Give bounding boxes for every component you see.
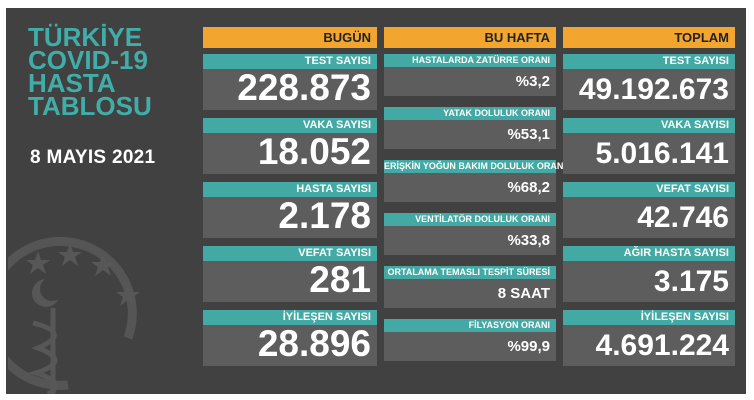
stat-value: 49.192.673 [578,73,729,106]
stat-card: HASTA SAYISI 2.178 [203,182,377,238]
column-header: BUGÜN [203,27,377,48]
column-header: BU HAFTA [384,27,556,48]
stat-label: TEST SAYISI [563,54,735,69]
page-title: TÜRKİYE COVID-19 HASTA TABLOSU [28,22,198,121]
stat-value: 28.896 [257,323,371,364]
stat-value: %68,2 [507,179,550,196]
title-line: COVID-19 [28,45,148,75]
stat-card: TEST SAYISI 228.873 [203,54,377,110]
stat-card: AĞIR HASTA SAYISI 3.175 [563,246,735,302]
stat-label: TEST SAYISI [203,54,377,69]
stat-value: 18.052 [257,131,371,172]
stat-label: ORTALAMA TEMASLI TESPİT SÜRESİ [384,266,556,279]
stat-label: HASTA SAYISI [203,182,377,197]
stat-label: VEFAT SAYISI [563,182,735,197]
covid-table-board: TÜRKİYE COVID-19 HASTA TABLOSU 8 MAYIS 2… [6,8,746,394]
title-line: TABLOSU [28,91,152,121]
stat-label: İYİLEŞEN SAYISI [563,310,735,325]
report-date: 8 MAYIS 2021 [30,147,156,168]
stat-card: YATAK DOLULUK ORANI %53,1 [384,107,556,149]
stat-label: ERİŞKİN YOĞUN BAKIM DOLULUK ORANI [384,160,566,173]
stat-card: HASTALARDA ZATÜRRE ORANI %3,2 [384,54,556,96]
stat-label: HASTALARDA ZATÜRRE ORANI [384,54,556,67]
stat-card: ORTALAMA TEMASLI TESPİT SÜRESİ 8 SAAT [384,266,556,308]
stat-label: AĞIR HASTA SAYISI [563,246,735,261]
stat-value: %99,9 [507,338,550,355]
stat-value: 5.016.141 [595,137,729,170]
stat-label: VAKA SAYISI [203,118,377,133]
stat-value: 42.746 [637,201,729,234]
stat-card: VEFAT SAYISI 281 [203,246,377,302]
stat-value: 2.178 [278,195,371,236]
stat-value: %33,8 [507,232,550,249]
stat-label: VEFAT SAYISI [203,246,377,261]
stat-card: VEFAT SAYISI 42.746 [563,182,735,238]
stat-value: 8 SAAT [497,285,550,302]
stat-card: ERİŞKİN YOĞUN BAKIM DOLULUK ORANI %68,2 [384,160,566,202]
stat-value: 4.691.224 [595,329,729,362]
stat-label: FİLYASYON ORANI [384,319,556,332]
stat-label: İYİLEŞEN SAYISI [203,310,377,325]
stat-value: 281 [309,259,371,300]
stat-value: %3,2 [515,73,550,90]
title-line: TÜRKİYE [28,22,143,52]
stat-value: 3.175 [653,265,729,298]
stat-value: 228.873 [237,67,371,108]
stat-card: İYİLEŞEN SAYISI 28.896 [203,310,377,366]
stat-value: %53,1 [507,126,550,143]
week-column: BU HAFTA HASTALARDA ZATÜRRE ORANI %3,2 Y… [384,27,566,361]
total-column: TOPLAM TEST SAYISI 49.192.673 VAKA SAYIS… [563,27,735,366]
title-line: HASTA [28,68,116,98]
stat-card: VENTİLATÖR DOLULUK ORANI %33,8 [384,213,556,255]
stat-card: VAKA SAYISI 18.052 [203,118,377,174]
stat-card: İYİLEŞEN SAYISI 4.691.224 [563,310,735,366]
stat-card: FİLYASYON ORANI %99,9 [384,319,556,361]
column-header: TOPLAM [563,27,735,48]
stat-card: TEST SAYISI 49.192.673 [563,54,735,110]
stat-card: VAKA SAYISI 5.016.141 [563,118,735,174]
stat-label: VAKA SAYISI [563,118,735,133]
stat-label: YATAK DOLULUK ORANI [384,107,556,120]
today-column: BUGÜN TEST SAYISI 228.873 VAKA SAYISI 18… [203,27,377,366]
stat-label: VENTİLATÖR DOLULUK ORANI [384,213,556,226]
ministry-emblem-icon [8,213,158,394]
